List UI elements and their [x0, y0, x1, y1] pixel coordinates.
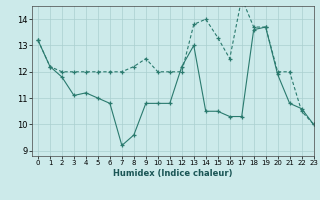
- X-axis label: Humidex (Indice chaleur): Humidex (Indice chaleur): [113, 169, 233, 178]
